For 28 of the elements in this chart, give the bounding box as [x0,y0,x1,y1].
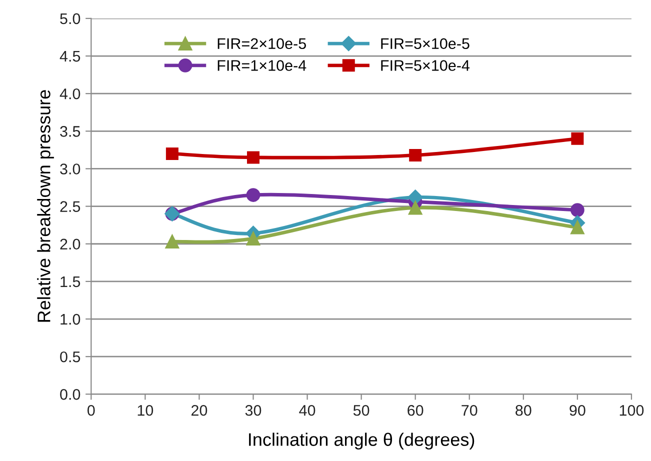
x-tick-label: 60 [408,404,424,416]
x-tick-label: 40 [299,404,316,416]
y-tick-label: 3.5 [60,126,80,137]
x-tick-label: 20 [191,404,208,416]
x-tick-label: 80 [516,404,532,416]
y-axis-title: Relative breakdown pressure [37,90,54,322]
legend-label: FIR=5×10e-4 [381,60,470,71]
x-tick-label: 10 [138,404,154,416]
y-tick-label: 1.0 [60,314,80,325]
x-tick-label: 0 [87,404,95,416]
y-tick-label: 2.5 [60,201,80,212]
y-tick-label: 1.5 [60,276,80,288]
legend-label: FIR=5×10e-5 [381,38,470,50]
y-tick-label: 5.0 [60,13,80,24]
legend-label: FIR=1×10e-4 [218,60,306,71]
x-tick-label: 30 [245,404,262,416]
x-tick-label: 100 [620,404,644,416]
legend-label: FIR=2×10e-5 [218,38,306,50]
x-tick-label: 50 [353,404,370,416]
y-tick-label: 3.0 [60,164,80,174]
y-tick-label: 4.0 [60,88,80,100]
y-tick-label: 0.0 [60,389,80,400]
y-tick-label: 2.0 [60,238,80,250]
x-tick-label: 90 [570,404,586,416]
x-tick-label: 70 [462,404,478,416]
y-tick-label: 4.5 [60,51,80,62]
y-tick-label: 0.5 [60,351,80,362]
x-axis-title: Inclination angle θ (degrees) [249,432,474,450]
